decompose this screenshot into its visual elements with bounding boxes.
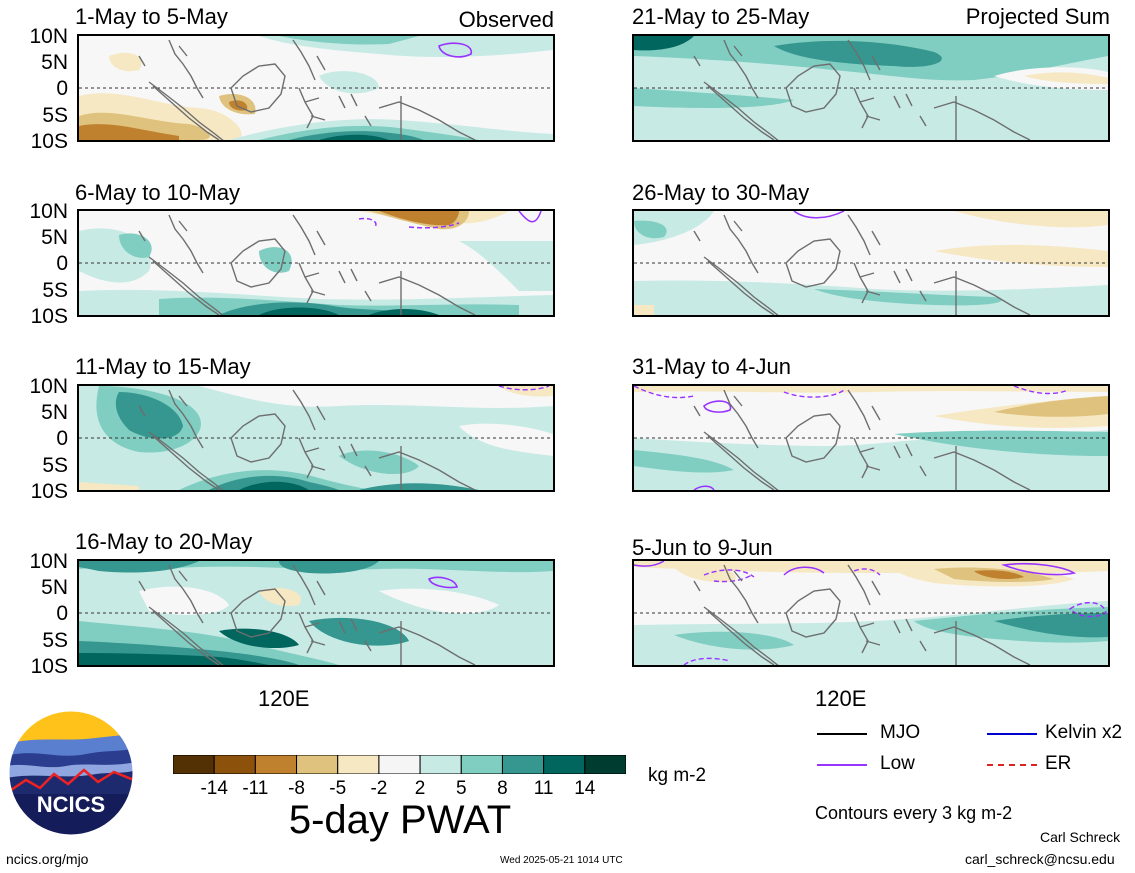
footer-url[interactable]: ncics.org/mjo	[6, 851, 89, 867]
logo-text: NCICS	[37, 792, 105, 817]
footer-timestamp: Wed 2025-05-21 1014 UTC	[500, 855, 623, 866]
footer-email[interactable]: carl_schreck@ncsu.edu	[965, 851, 1115, 867]
panel-5-title: 11-May to 15-May	[75, 354, 251, 379]
colorbar-swatch	[213, 754, 256, 775]
y-label: 0	[56, 77, 68, 100]
panel-3-title: 6-May to 10-May	[75, 180, 241, 205]
ncics-logo: NCICS	[6, 708, 136, 838]
legend-line-kelvin	[987, 733, 1037, 735]
map-panel-2	[632, 34, 1110, 142]
colorbar-tick-label: -14	[200, 778, 228, 799]
colorbar-tick-label: 2	[414, 778, 426, 799]
colorbar-swatches	[172, 754, 627, 775]
x-axis-label-right: 120E	[815, 686, 867, 711]
colorbar-tick-label: -5	[329, 778, 347, 799]
colorbar-tick-label: 8	[497, 778, 508, 799]
legend-line-mjo	[817, 733, 867, 735]
panel-1-tag: Observed	[458, 7, 554, 32]
y-label: 5S	[42, 629, 68, 652]
colorbar-title: 5-day PWAT	[288, 798, 512, 842]
map-panel-7	[77, 559, 555, 667]
y-label: 10N	[29, 200, 68, 223]
colorbar-tick-label: -2	[370, 778, 388, 799]
y-label: 10N	[29, 375, 68, 398]
colorbar	[172, 754, 627, 775]
panel-2-title: 21-May to 25-May	[632, 4, 810, 29]
panel-8-title: 5-Jun to 9-Jun	[632, 535, 773, 560]
legend-line-er	[987, 764, 1037, 766]
contour-note: Contours every 3 kg m-2	[815, 803, 1013, 823]
colorbar-swatch	[172, 754, 215, 775]
y-label: 5N	[41, 401, 68, 424]
footer-author: Carl Schreck	[1040, 829, 1121, 845]
colorbar-swatch	[378, 754, 421, 775]
y-label: 5S	[42, 104, 68, 127]
panel-4-title: 26-May to 30-May	[632, 180, 810, 205]
panel-6-title: 31-May to 4-Jun	[632, 354, 791, 379]
y-label: 5S	[42, 454, 68, 477]
colorbar-swatch	[296, 754, 339, 775]
colorbar-swatch	[584, 754, 627, 775]
y-label: 5N	[41, 51, 68, 74]
legend-label-mjo: MJO	[880, 722, 921, 743]
colorbar-swatch	[543, 754, 586, 775]
y-label: 10S	[30, 480, 68, 503]
colorbar-swatch	[254, 754, 298, 775]
y-label: 10S	[30, 655, 68, 678]
colorbar-swatch	[460, 754, 503, 775]
colorbar-tick-label: -11	[242, 778, 269, 799]
colorbar-tick-label: 14	[574, 778, 596, 799]
legend-line-low	[817, 764, 867, 766]
y-label: 10S	[30, 305, 68, 328]
colorbar-swatch	[501, 754, 545, 775]
map-panel-4	[632, 209, 1110, 317]
y-label: 10N	[29, 25, 68, 48]
x-axis-label-left: 120E	[258, 686, 310, 711]
panel-1-title: 1-May to 5-May	[75, 4, 228, 29]
map-panel-8	[632, 559, 1110, 667]
colorbar-tick-label: 11	[533, 778, 554, 799]
y-label: 10N	[29, 550, 68, 573]
legend-label-er: ER	[1045, 753, 1072, 774]
y-label: 10S	[30, 130, 68, 153]
colorbar-swatch	[419, 754, 462, 775]
legend-label-kelvin: Kelvin x2	[1045, 722, 1123, 743]
colorbar-units: kg m-2	[648, 765, 707, 786]
colorbar-tick-label: 5	[455, 778, 467, 799]
panel-2-tag: Projected Sum	[965, 4, 1110, 29]
y-label: 5N	[41, 226, 68, 249]
y-label: 5S	[42, 279, 68, 302]
y-label: 0	[56, 427, 68, 450]
panel-7-title: 16-May to 20-May	[75, 529, 253, 554]
map-panel-3	[77, 209, 555, 317]
legend-label-low: Low	[880, 753, 915, 774]
map-panel-5	[77, 384, 555, 492]
y-label: 0	[56, 602, 68, 625]
map-panel-6	[632, 384, 1110, 492]
y-label: 0	[56, 252, 68, 275]
y-label: 5N	[41, 576, 68, 599]
colorbar-swatch	[337, 754, 380, 775]
map-panel-1	[77, 34, 555, 142]
colorbar-tick-label: -8	[288, 778, 305, 799]
